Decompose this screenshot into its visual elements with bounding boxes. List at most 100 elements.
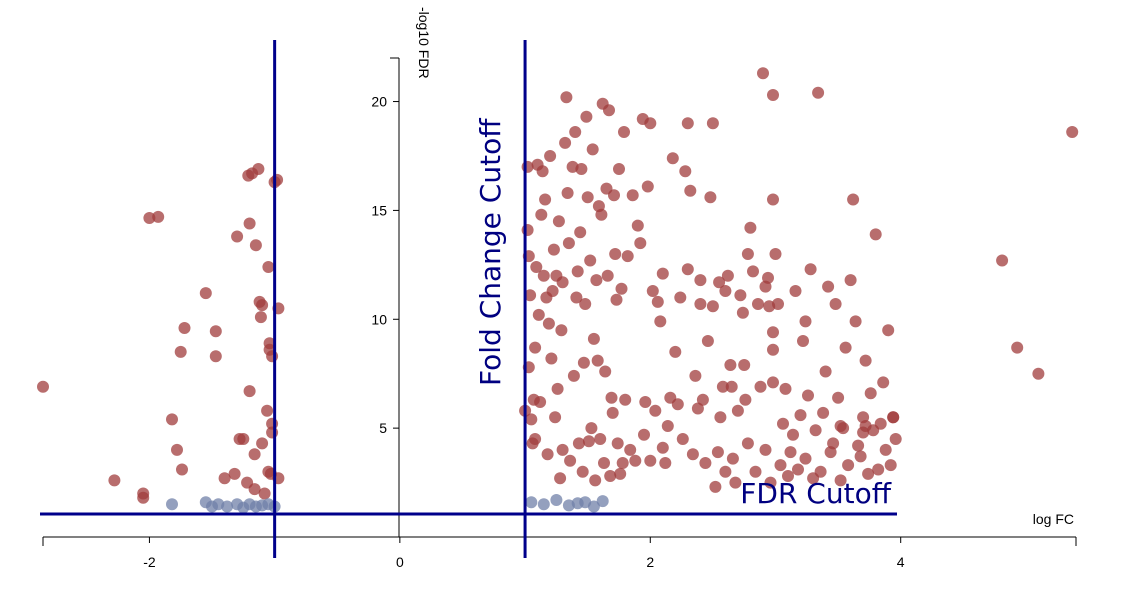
- significant-point: [879, 443, 892, 456]
- significant-point: [228, 467, 241, 480]
- significant-point: [701, 335, 714, 347]
- significant-point: [706, 117, 719, 130]
- x-tick-label: 2: [646, 554, 654, 570]
- significant-point: [817, 406, 830, 419]
- significant-point: [248, 483, 261, 496]
- significant-point: [258, 487, 271, 500]
- significant-point: [562, 237, 575, 250]
- significant-point: [256, 299, 269, 312]
- significant-point: [654, 315, 667, 328]
- significant-point: [243, 217, 256, 230]
- significant-point: [767, 326, 779, 339]
- significant-point: [792, 463, 804, 476]
- significant-point: [787, 428, 799, 441]
- significant-point: [767, 343, 779, 356]
- significant-point: [218, 472, 231, 485]
- significant-point: [711, 446, 724, 459]
- significant-point: [605, 391, 618, 404]
- significant-point: [199, 287, 212, 300]
- significant-point: [802, 389, 814, 402]
- x-ticks: -2 0 2 4: [42, 537, 1077, 570]
- significant-point: [529, 433, 542, 445]
- significant-point: [626, 189, 639, 202]
- x-tick-label: -2: [143, 554, 156, 570]
- fdr-cutoff-label: FDR Cutoff: [740, 477, 891, 510]
- non-significant-point: [550, 494, 563, 506]
- significant-point: [231, 230, 244, 243]
- significant-point: [589, 474, 602, 487]
- y-tick-label: 5: [379, 420, 387, 436]
- significant-point: [530, 261, 543, 273]
- significant-point: [689, 369, 702, 382]
- significant-point: [585, 422, 598, 435]
- significant-point: [716, 380, 729, 393]
- significant-point: [536, 165, 549, 178]
- significant-point: [584, 254, 597, 267]
- significant-point: [614, 467, 627, 480]
- significant-point: [731, 404, 744, 417]
- significant-point: [889, 433, 902, 445]
- significant-point: [638, 428, 650, 441]
- significant-point: [769, 248, 782, 260]
- significant-point: [586, 143, 599, 156]
- significant-point: [570, 291, 583, 304]
- significant-point: [799, 452, 812, 465]
- significant-point: [869, 228, 882, 241]
- significant-point: [749, 465, 762, 478]
- cutoff-lines: Fold Change Cutoff FDR Cutoff: [40, 40, 897, 558]
- significant-point: [752, 298, 764, 310]
- significant-point: [616, 457, 629, 469]
- significant-point: [554, 472, 567, 485]
- significant-point: [525, 413, 538, 426]
- significant-point: [694, 274, 707, 287]
- significant-point: [709, 480, 722, 493]
- significant-point: [595, 208, 608, 221]
- significant-point: [542, 317, 555, 330]
- non-significant-point: [587, 500, 600, 513]
- significant-point: [174, 345, 187, 358]
- significant-point: [608, 189, 620, 202]
- significant-point: [559, 136, 572, 149]
- significant-point: [656, 441, 669, 454]
- x-axis: -2 0 2 4 log FC: [42, 511, 1077, 570]
- significant-point: [767, 89, 779, 101]
- significant-point: [694, 298, 707, 310]
- significant-point: [621, 250, 634, 263]
- significant-point: [681, 263, 694, 276]
- significant-point: [719, 465, 732, 478]
- significant-point: [610, 293, 623, 306]
- significant-point: [789, 285, 802, 297]
- significant-point: [659, 457, 672, 469]
- significant-point: [256, 437, 269, 450]
- y-tick-label: 10: [371, 311, 387, 327]
- significant-point: [719, 285, 732, 297]
- significant-point: [741, 248, 754, 260]
- significant-point: [738, 359, 751, 371]
- significant-point: [644, 117, 657, 130]
- significant-point: [691, 402, 704, 415]
- significant-point: [254, 311, 267, 324]
- significant-point: [884, 459, 897, 472]
- significant-point: [706, 300, 719, 313]
- significant-point: [834, 420, 847, 432]
- significant-point: [729, 476, 742, 489]
- significant-point: [674, 291, 687, 304]
- significant-point: [849, 315, 862, 328]
- non-significant-point: [537, 498, 550, 511]
- significant-point: [166, 413, 178, 426]
- significant-point: [996, 254, 1009, 267]
- significant-point: [832, 391, 845, 404]
- significant-point: [549, 411, 562, 424]
- significant-point: [582, 435, 595, 448]
- significant-point: [809, 424, 822, 437]
- significant-point: [551, 382, 564, 395]
- significant-point: [822, 280, 835, 293]
- significant-point: [713, 276, 726, 289]
- x-axis-title: log FC: [1033, 511, 1074, 527]
- significant-point: [649, 404, 662, 417]
- significant-point: [696, 393, 709, 406]
- significant-point: [726, 452, 739, 465]
- significant-point: [784, 446, 797, 459]
- significant-point: [661, 420, 674, 432]
